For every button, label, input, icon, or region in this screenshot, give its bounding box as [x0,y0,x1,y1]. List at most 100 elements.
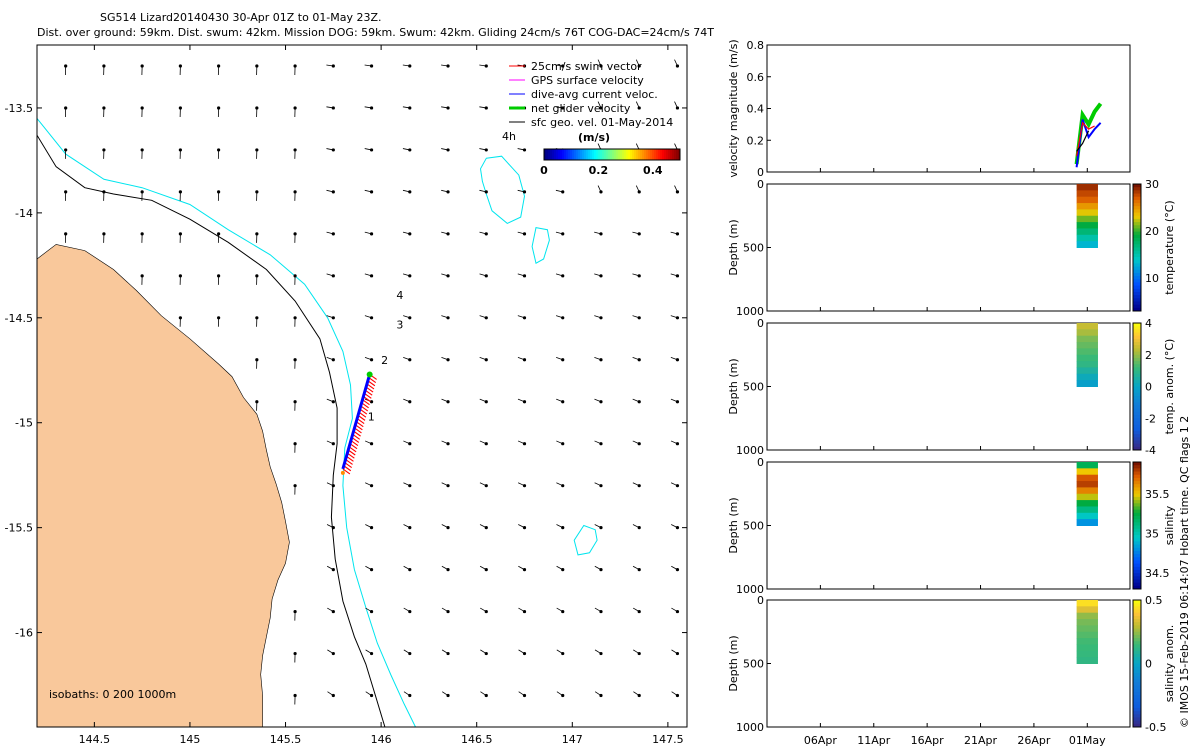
figure-subtitle: Dist. over ground: 59km. Dist. swum: 42k… [37,26,714,39]
arrow-origin-dot [522,609,527,614]
arrow-origin-dot [446,442,450,446]
colorbar-tick-label: 0 [540,164,548,177]
panel-colorbar-swatch [1133,641,1141,645]
panel-colorbar-swatch [1133,304,1141,309]
arrow-origin-dot [675,106,680,110]
arrow-origin-dot [140,232,144,236]
map-x-tick-label: 146.5 [461,733,493,746]
colorbar-swatch [546,149,549,160]
arrow-origin-dot [408,568,412,572]
map-y-tick-label: -16 [15,627,33,640]
arrow-origin-dot [408,609,412,614]
colorbar-swatch [602,149,605,160]
legend-entry-gps: GPS surface velocity [531,74,644,87]
colorbar-swatch [652,149,655,160]
panel-colorbar-swatch [1133,522,1141,526]
panel-colorbar-swatch [1133,582,1141,587]
profile-cell [1076,493,1098,501]
panel-colorbar-swatch [1133,203,1141,207]
panel-colorbar-tick-label: -2 [1145,412,1156,425]
profile-cell [1076,631,1098,639]
panel-colorbar-swatch [1133,187,1141,191]
panel-colorbar-swatch [1133,707,1141,712]
panel-colorbar-swatch [1133,493,1141,498]
arrow-origin-dot [522,400,527,404]
profile-cell [1076,657,1098,664]
panel-colorbar-swatch [1133,193,1141,198]
arrow-origin-dot [369,568,374,572]
land-mass [37,244,290,727]
arrow-origin-dot [484,106,488,110]
panel-colorbar-swatch [1133,625,1141,630]
arrow-origin-dot [599,316,603,320]
panel-colorbar-swatch [1133,541,1141,546]
panel-colorbar-swatch [1133,569,1141,574]
arrow-origin-dot [331,400,335,404]
panel-colorbar-swatch [1133,560,1141,565]
arrow-origin-dot [408,64,412,68]
arrow-origin-dot [64,232,68,236]
panel-colorbar-swatch [1133,557,1141,561]
panel-colorbar-swatch [1133,357,1141,362]
arrow-origin-dot [522,484,527,488]
colorbar-swatch [592,149,595,160]
arrow-origin-dot [446,190,450,194]
panel-colorbar-swatch [1133,190,1141,195]
arrow-origin-dot [178,274,182,278]
arrow-origin-dot [561,651,565,656]
colorbar-swatch [674,149,677,160]
panel-colorbar-swatch [1133,484,1141,488]
time-series-panel: 0 500 1000 Depth (m) 10 20 30 temperature (°C) [727,178,1176,318]
arrow-origin-dot [217,232,221,236]
panel-colorbar-swatch [1133,218,1141,223]
panel-colorbar-swatch [1133,550,1141,555]
arrow-origin-dot [484,609,488,614]
colorbar-swatch [636,149,639,160]
panel-colorbar-swatch [1133,474,1141,479]
panel-colorbar-swatch [1133,222,1141,226]
panel-colorbar-tick-label: 35.5 [1145,488,1170,501]
colorbar-tick-label: 0.4 [643,164,663,177]
colorbar-swatch [576,149,579,160]
panel-colorbar-swatch [1133,509,1141,514]
panel-colorbar-swatch [1133,367,1141,372]
arrow-origin-dot [599,106,603,110]
glider-position-marker [366,371,373,378]
panel-colorbar-swatch [1133,650,1141,655]
arrow-origin-dot [599,64,603,68]
panel-colorbar-swatch [1133,579,1141,584]
panel-colorbar-tick-label: 10 [1145,272,1159,285]
panel-colorbar-swatch [1133,282,1141,287]
panel-colorbar-swatch [1133,440,1141,445]
panel-colorbar-swatch [1133,323,1141,327]
panel-colorbar-swatch [1133,279,1141,283]
panel-colorbar-swatch [1133,402,1141,407]
panel-colorbar-swatch [1133,503,1141,507]
arrow-origin-dot [408,651,412,656]
arrow-origin-dot [331,190,335,194]
panel-colorbar-swatch [1133,634,1141,639]
profile-cell [1076,203,1098,210]
panel-colorbar-swatch [1133,285,1141,290]
colorbar-tick-label: 0.2 [589,164,609,177]
time-series-panel: 0 500 1000 Depth (m) 34.5 35 35.5 salinity [727,456,1176,596]
arrow-origin-dot [293,316,297,320]
panel-colorbar-swatch [1133,288,1141,293]
panel-colorbar-swatch [1133,228,1141,233]
panel-colorbar-swatch [1133,443,1141,448]
arrow-origin-dot [599,526,603,530]
profile-cell [1076,380,1098,387]
panel-colorbar-tick-label: 2 [1145,349,1152,362]
panel-colorbar-swatch [1133,714,1141,718]
panel-colorbar-frame [1132,322,1142,451]
colorbar-swatch [618,149,621,160]
profile-cell [1076,222,1098,229]
panel-colorbar-swatch [1133,244,1141,248]
panel-colorbar-swatch [1133,538,1141,542]
profile-cell [1076,638,1098,645]
panel-colorbar-swatch [1133,260,1141,264]
arrow-origin-dot [446,484,450,488]
arrow-origin-dot [637,358,641,362]
arrow-origin-dot [446,358,450,362]
arrow-origin-dot [484,148,488,152]
